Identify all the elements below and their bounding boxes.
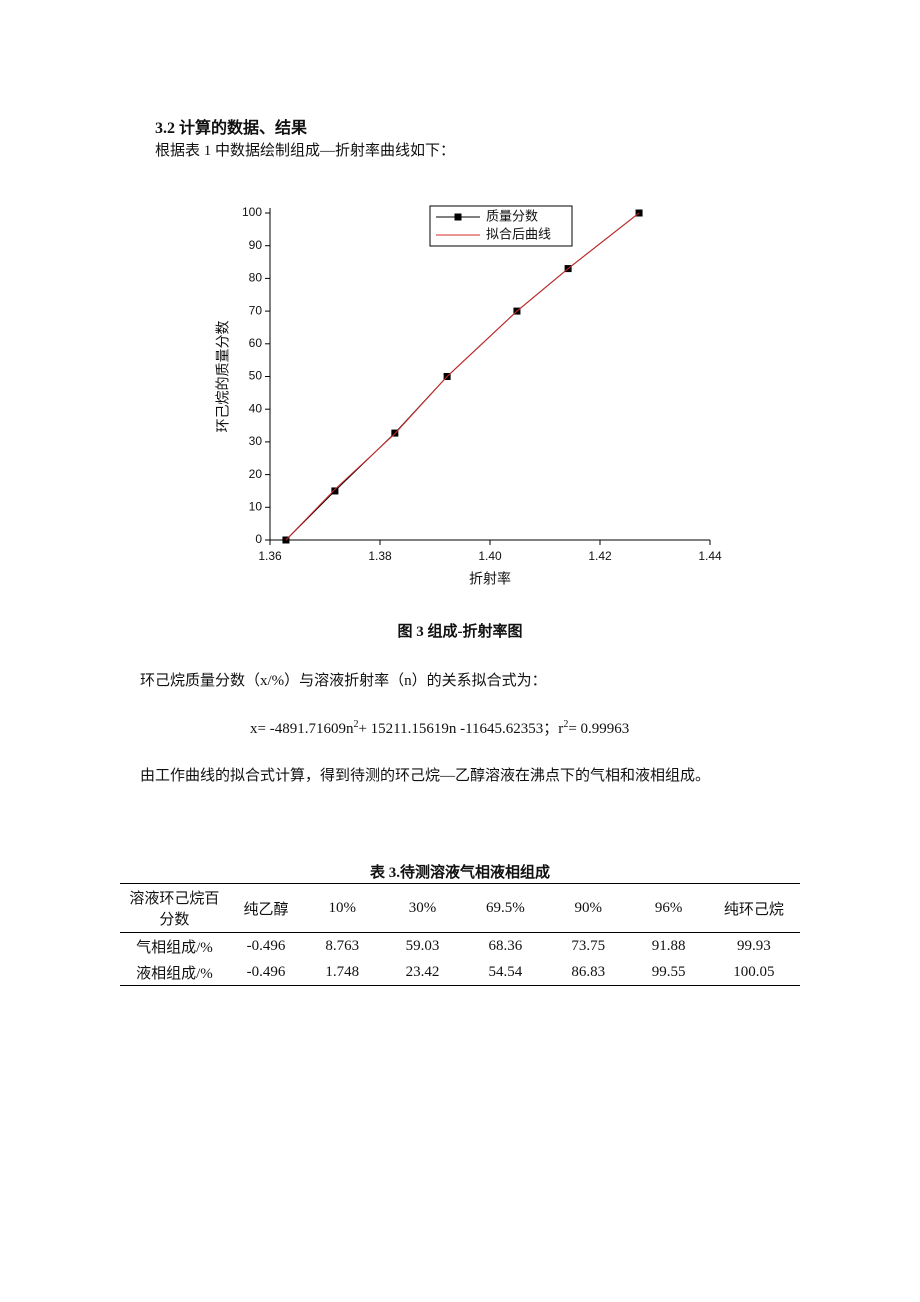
table-cell: 99.55: [651, 963, 686, 980]
formula-sup: 2: [563, 719, 569, 730]
chart: 0 10 20 30 40 50 60 70 80 90 100 1.36 1.38 1.40 1.42 1.…: [215, 205, 722, 587]
table-cell: 68.36: [488, 937, 523, 954]
y-tick-label: 60: [249, 336, 263, 350]
header-cell: 纯乙醇: [228, 883, 304, 933]
y-tick-label: 10: [249, 499, 263, 513]
table-cell: 8.763: [325, 937, 360, 954]
header-cell: 90%: [546, 883, 630, 933]
y-tick-label: 100: [242, 205, 262, 219]
legend-label: 质量分数: [486, 208, 538, 223]
x-tick-label: 1.44: [698, 549, 722, 563]
intro: 根据表 1 中数据绘制组成—折射率曲线如下：: [155, 143, 456, 159]
y-tick-label: 50: [249, 369, 263, 383]
formula-sup: 2: [353, 719, 359, 730]
formula: x= -4891.71609n2+ 15211.15619n -11645.62…: [250, 717, 629, 738]
table: 溶液环己烷百分数 纯乙醇 10% 30% 69.5% 90% 96% 纯环己烷气相组成/% -0…: [120, 883, 800, 986]
table-cell: -0.496: [246, 937, 286, 954]
x-tick-label: 1.42: [588, 549, 612, 563]
table-caption: 表 3.待测溶液气相液相组成: [369, 865, 550, 881]
x-tick-label: 1.38: [368, 549, 392, 563]
table-cell: 73.75: [571, 937, 606, 954]
table-cell: 液相组成/%: [136, 965, 213, 982]
y-tick-label: 70: [249, 303, 263, 317]
header-cell: 溶液环己烷百分数: [120, 883, 229, 933]
y-tick-label: 20: [249, 467, 263, 481]
table-cell: 91.88: [651, 937, 686, 954]
y-axis-label: 环己烷的质量分数: [215, 321, 231, 433]
formula-part: + 15211.15619n -11645.62353；r: [358, 721, 564, 737]
table-cell: 100.05: [733, 963, 775, 980]
formula-part: x= -4891.71609n: [250, 721, 354, 737]
y-tick-label: 90: [249, 238, 263, 252]
header-cell: 69.5%: [463, 883, 547, 933]
fit-intro: 环己烷质量分数（x/%）与溶液折射率（n）的关系拟合式为：: [140, 673, 547, 689]
table-cell: 1.748: [325, 963, 360, 980]
table-cell: 气相组成/%: [136, 939, 213, 956]
header-cell: 96%: [629, 883, 708, 933]
x-axis-label: 折射率: [469, 571, 511, 587]
table-row: 液相组成/% -0.496 1.748 23.42 54.54 86.83 99.55 100…: [120, 959, 800, 986]
y-tick-label: 0: [255, 532, 262, 546]
header-cell: 10%: [303, 883, 382, 933]
x-tick-label: 1.40: [478, 549, 502, 563]
table-cell: 59.03: [405, 937, 440, 954]
formula-part: = 0.99963: [568, 721, 630, 737]
table-cell: -0.496: [246, 963, 286, 980]
x-tick-label: 1.36: [258, 549, 282, 563]
table-cell: 23.42: [405, 963, 440, 980]
point: [331, 487, 339, 495]
header-cell: 30%: [381, 883, 464, 933]
figure-caption: 图 3 组成-折射率图: [397, 624, 523, 640]
table-cell: 99.93: [736, 937, 771, 954]
table-cell: 54.54: [488, 963, 523, 980]
legend-box: [429, 205, 573, 247]
y-tick-label: 30: [249, 434, 263, 448]
table-cell: 86.83: [571, 963, 606, 980]
y-tick-label: 40: [249, 401, 263, 415]
y-tick-label: 80: [249, 271, 263, 285]
header-row: 溶液环己烷百分数 纯乙醇 10% 30% 69.5% 90% 96% 纯环己烷: [120, 883, 800, 933]
table-row: 气相组成/% -0.496 8.763 59.03 68.36 73.75 91.88 99.…: [120, 933, 800, 960]
legend-label: 拟合后曲线: [486, 226, 551, 241]
conclusion: 由工作曲线的拟合式计算，得到待测的环己烷—乙醇溶液在沸点下的气相和液相组成。: [140, 768, 711, 784]
legend-marker: [454, 213, 462, 221]
header-cell: 纯环己烷: [707, 883, 800, 933]
series-line: [285, 212, 640, 541]
series-line: [285, 212, 640, 541]
section-title: 3.2 计算的数据、结果: [155, 120, 308, 137]
